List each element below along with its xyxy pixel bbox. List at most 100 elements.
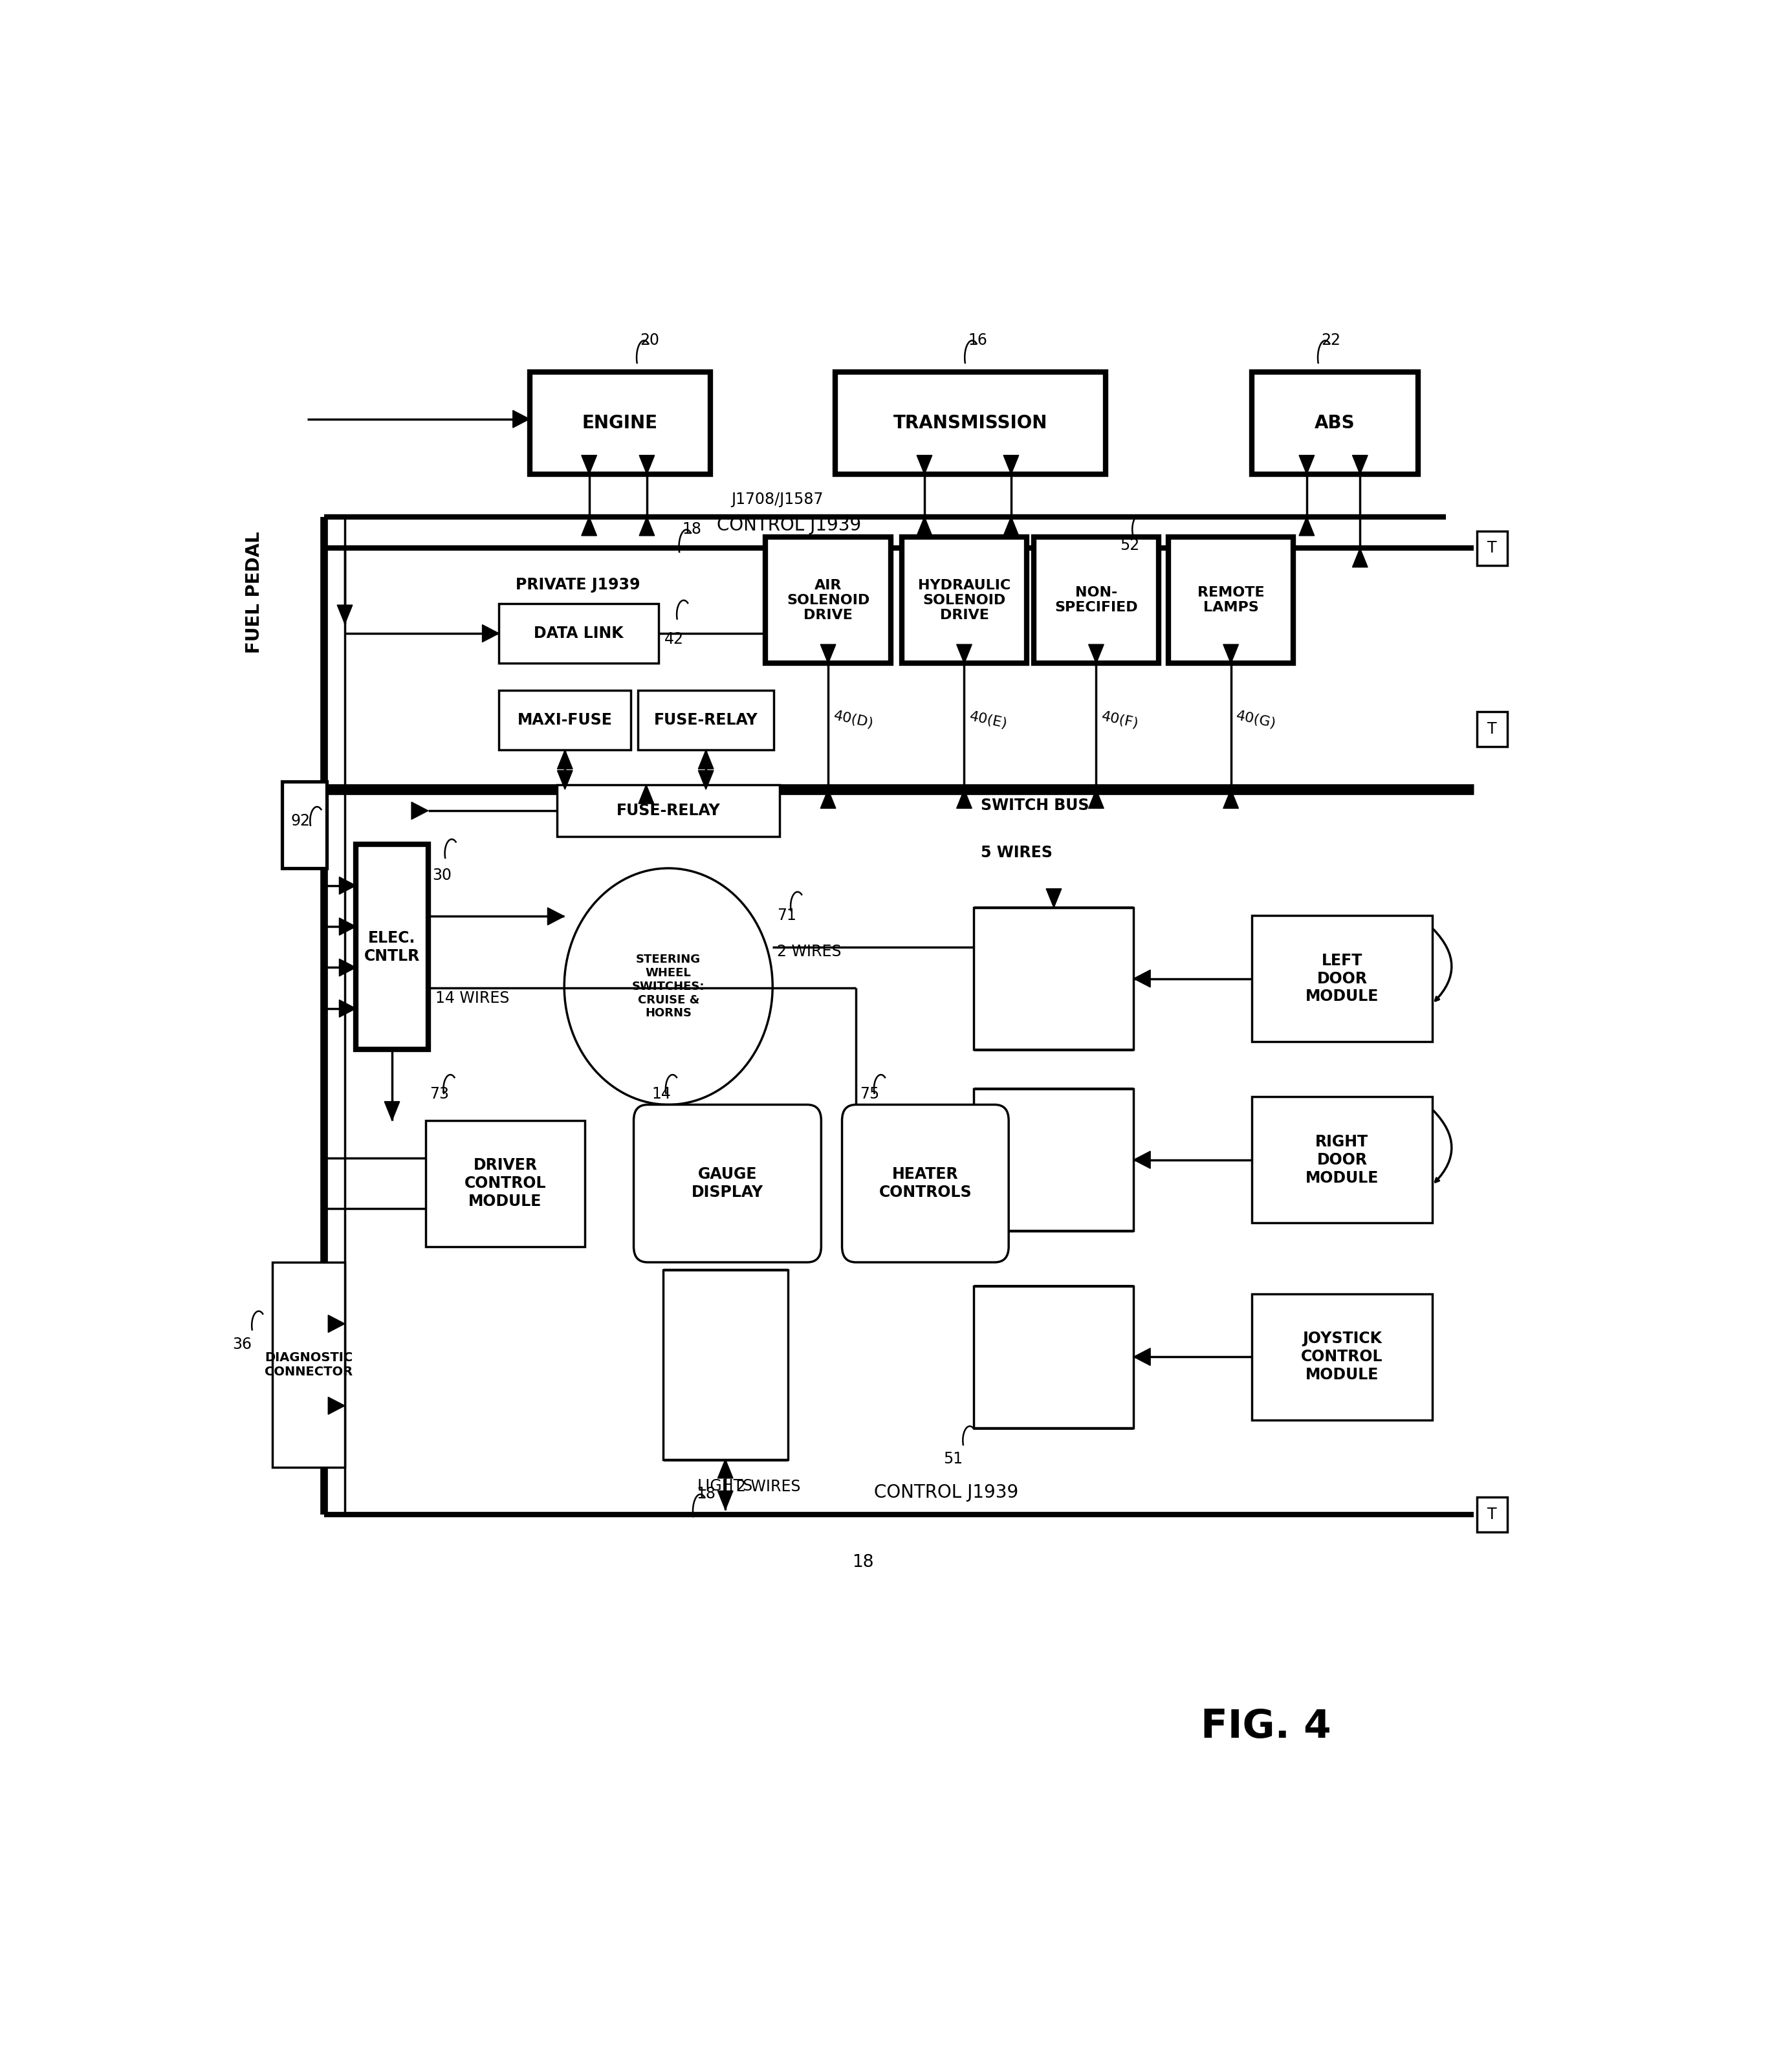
Polygon shape [581,454,597,475]
Polygon shape [339,999,357,1017]
FancyBboxPatch shape [975,1089,1134,1230]
Polygon shape [557,770,573,790]
Text: 5 WIRES: 5 WIRES [980,845,1052,860]
Text: 40(E): 40(E) [968,710,1009,731]
Text: FUEL PEDAL: FUEL PEDAL [246,532,263,653]
Text: 51: 51 [943,1451,962,1468]
Text: 14: 14 [652,1087,670,1101]
FancyBboxPatch shape [498,690,631,749]
FancyBboxPatch shape [530,373,710,475]
Text: CONTROL J1939: CONTROL J1939 [874,1484,1018,1502]
FancyBboxPatch shape [1477,712,1507,747]
FancyBboxPatch shape [557,784,780,837]
FancyBboxPatch shape [357,845,428,1050]
Text: DIAGNOSTIC
CONNECTOR: DIAGNOSTIC CONNECTOR [265,1351,353,1378]
Text: FUSE-RELAY: FUSE-RELAY [616,802,720,819]
FancyBboxPatch shape [842,1105,1009,1263]
Polygon shape [513,409,530,428]
Polygon shape [328,1396,344,1414]
Polygon shape [1088,645,1104,663]
Polygon shape [1088,790,1104,809]
FancyBboxPatch shape [975,907,1134,1050]
Polygon shape [821,790,835,809]
Polygon shape [581,516,597,536]
FancyBboxPatch shape [1477,530,1507,565]
Polygon shape [1134,970,1150,987]
FancyBboxPatch shape [1251,373,1419,475]
FancyBboxPatch shape [901,536,1027,663]
Polygon shape [339,876,357,895]
FancyBboxPatch shape [1251,1294,1432,1421]
Polygon shape [548,907,564,925]
Polygon shape [385,1101,400,1120]
Polygon shape [412,802,428,819]
Polygon shape [1299,454,1314,475]
Text: 75: 75 [860,1087,880,1101]
Polygon shape [719,1460,733,1478]
Text: RIGHT
DOOR
MODULE: RIGHT DOOR MODULE [1305,1134,1378,1185]
Polygon shape [1134,1150,1150,1169]
Text: 40(D): 40(D) [831,710,874,731]
FancyBboxPatch shape [765,536,891,663]
Text: JOYSTICK
CONTROL
MODULE: JOYSTICK CONTROL MODULE [1301,1331,1383,1382]
FancyBboxPatch shape [638,690,774,749]
FancyBboxPatch shape [283,782,326,868]
Polygon shape [821,645,835,663]
Polygon shape [339,917,357,935]
Polygon shape [918,454,932,475]
Text: T: T [1487,1507,1496,1523]
Polygon shape [1353,549,1367,567]
Text: 42: 42 [665,633,685,647]
Text: STEERING
WHEEL
SWITCHES:
CRUISE &
HORNS: STEERING WHEEL SWITCHES: CRUISE & HORNS [633,954,704,1019]
Text: LEFT
DOOR
MODULE: LEFT DOOR MODULE [1305,952,1378,1005]
Text: 16: 16 [968,332,987,348]
Text: 14 WIRES: 14 WIRES [435,991,509,1005]
Polygon shape [328,1314,344,1333]
Polygon shape [339,958,357,976]
Text: 92: 92 [290,813,310,829]
Text: 71: 71 [776,909,796,923]
Polygon shape [1353,454,1367,475]
Text: HEATER
CONTROLS: HEATER CONTROLS [878,1167,971,1200]
Text: 36: 36 [233,1337,251,1351]
Polygon shape [1134,1349,1150,1365]
FancyBboxPatch shape [272,1263,344,1468]
Text: ELEC.
CNTLR: ELEC. CNTLR [364,929,419,964]
Polygon shape [957,790,971,809]
Text: AIR
SOLENOID
DRIVE: AIR SOLENOID DRIVE [787,579,869,622]
Text: 22: 22 [1321,332,1340,348]
FancyBboxPatch shape [1034,536,1159,663]
FancyBboxPatch shape [1251,1097,1432,1222]
Text: 20: 20 [640,332,659,348]
Polygon shape [1299,516,1314,536]
Text: FIG. 4: FIG. 4 [1201,1707,1331,1746]
Text: DATA LINK: DATA LINK [534,626,624,641]
Polygon shape [557,749,573,770]
Text: J1708/J1587: J1708/J1587 [731,491,823,508]
Polygon shape [699,770,713,790]
FancyBboxPatch shape [663,1269,788,1460]
Text: LIGHTS: LIGHTS [697,1478,753,1494]
Text: GAUGE
DISPLAY: GAUGE DISPLAY [692,1167,763,1200]
Polygon shape [1224,645,1238,663]
FancyBboxPatch shape [425,1120,584,1247]
Text: NON-
SPECIFIED: NON- SPECIFIED [1054,585,1138,614]
Text: CONTROL J1939: CONTROL J1939 [717,516,862,534]
Polygon shape [1224,790,1238,809]
Text: 40(G): 40(G) [1235,710,1278,731]
Polygon shape [482,624,498,643]
Text: HYDRAULIC
SOLENOID
DRIVE: HYDRAULIC SOLENOID DRIVE [918,579,1011,622]
FancyBboxPatch shape [1251,915,1432,1042]
Text: ENGINE: ENGINE [582,413,658,432]
Text: 18: 18 [851,1554,874,1570]
Polygon shape [918,516,932,536]
Polygon shape [1004,454,1018,475]
Polygon shape [640,516,654,536]
Text: ABS: ABS [1315,413,1355,432]
Text: PRIVATE J1939: PRIVATE J1939 [516,577,640,592]
Polygon shape [640,454,654,475]
Text: 40(F): 40(F) [1100,710,1140,731]
Polygon shape [638,784,654,804]
Text: T: T [1487,721,1496,737]
Text: T: T [1487,540,1496,557]
